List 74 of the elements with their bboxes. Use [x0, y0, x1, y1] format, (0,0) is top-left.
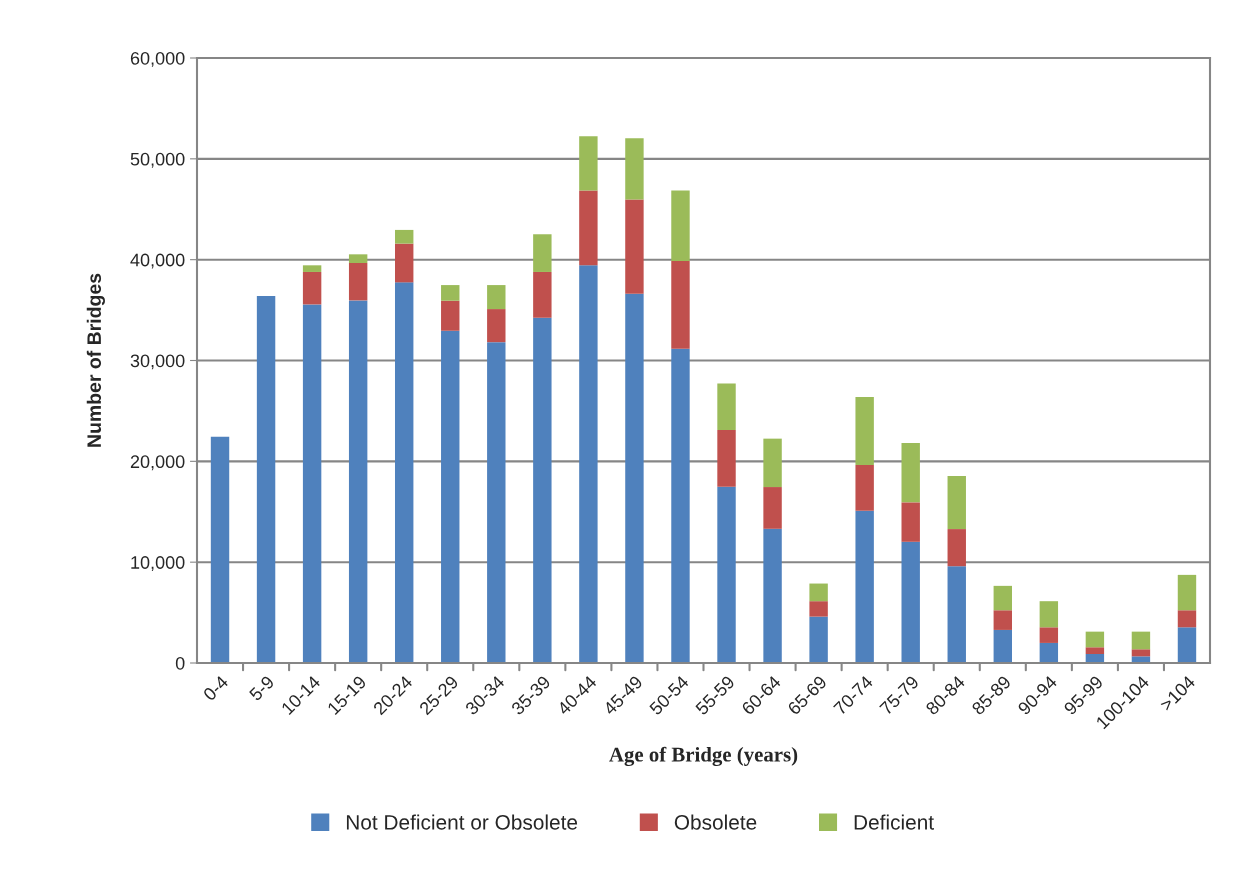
bar	[348, 262, 368, 301]
bar	[763, 487, 782, 529]
legend-label: Deficient	[854, 814, 934, 830]
bar	[717, 429, 736, 487]
bar	[625, 138, 644, 200]
bar	[1131, 649, 1151, 657]
bar	[1131, 631, 1151, 650]
bar	[348, 300, 368, 663]
bar	[671, 260, 690, 349]
bar	[395, 229, 414, 244]
bar	[901, 541, 920, 663]
bar	[947, 566, 966, 663]
bar	[302, 304, 322, 663]
bar	[395, 282, 414, 663]
bar	[901, 502, 920, 542]
bar	[487, 285, 506, 310]
bar	[579, 190, 598, 266]
bar	[809, 583, 828, 602]
bar	[302, 271, 322, 305]
bar	[487, 309, 506, 343]
bar	[348, 254, 368, 263]
bar	[1085, 631, 1105, 648]
bar	[855, 510, 874, 663]
y-tick-label: 10,000	[131, 556, 185, 572]
bar	[1177, 627, 1197, 663]
bar	[1085, 647, 1105, 655]
bar	[487, 342, 506, 663]
x-axis-title: Age of Bridge (years)	[609, 746, 798, 767]
x-tick-label: 5-9	[248, 675, 275, 702]
bar	[993, 629, 1012, 663]
bar	[579, 136, 598, 191]
bar	[441, 330, 460, 663]
bar	[993, 610, 1012, 630]
bar	[625, 293, 644, 663]
y-axis-title: Number of Bridges	[86, 273, 105, 447]
y-tick-label: 30,000	[130, 354, 185, 370]
bar	[533, 317, 552, 663]
bar	[809, 616, 828, 663]
bar	[579, 265, 598, 663]
y-tick-label: 40,000	[130, 253, 185, 269]
bar	[1177, 610, 1197, 628]
bar	[671, 348, 690, 663]
bar	[625, 199, 644, 294]
bar	[395, 243, 414, 283]
bar	[533, 234, 552, 272]
y-tick-label: 20,000	[130, 455, 185, 471]
bar	[947, 529, 966, 567]
y-tick-label: 60,000	[130, 51, 185, 67]
bar	[1039, 601, 1059, 628]
y-tick-label: 0	[175, 656, 185, 670]
bar	[256, 296, 276, 663]
legend-label: Not Deficient or Obsolete	[346, 814, 578, 830]
bar	[1039, 627, 1059, 643]
bar	[671, 190, 690, 261]
bar	[441, 285, 460, 301]
bar	[717, 486, 736, 663]
bar	[1177, 574, 1197, 611]
bar	[302, 265, 322, 272]
bar	[901, 442, 920, 503]
bar	[1039, 642, 1059, 663]
bar	[947, 476, 966, 530]
bar	[855, 464, 874, 511]
bar	[533, 271, 552, 318]
bar	[763, 528, 782, 663]
bar	[809, 601, 828, 617]
legend-label: Obsolete	[674, 814, 757, 830]
y-tick-label: 50,000	[130, 152, 185, 168]
bar	[441, 300, 460, 331]
x-tick-label: 0-4	[202, 674, 230, 702]
bar	[763, 438, 782, 488]
bar	[855, 396, 874, 465]
bar	[993, 585, 1012, 611]
bar	[717, 383, 736, 430]
bar	[210, 436, 230, 663]
